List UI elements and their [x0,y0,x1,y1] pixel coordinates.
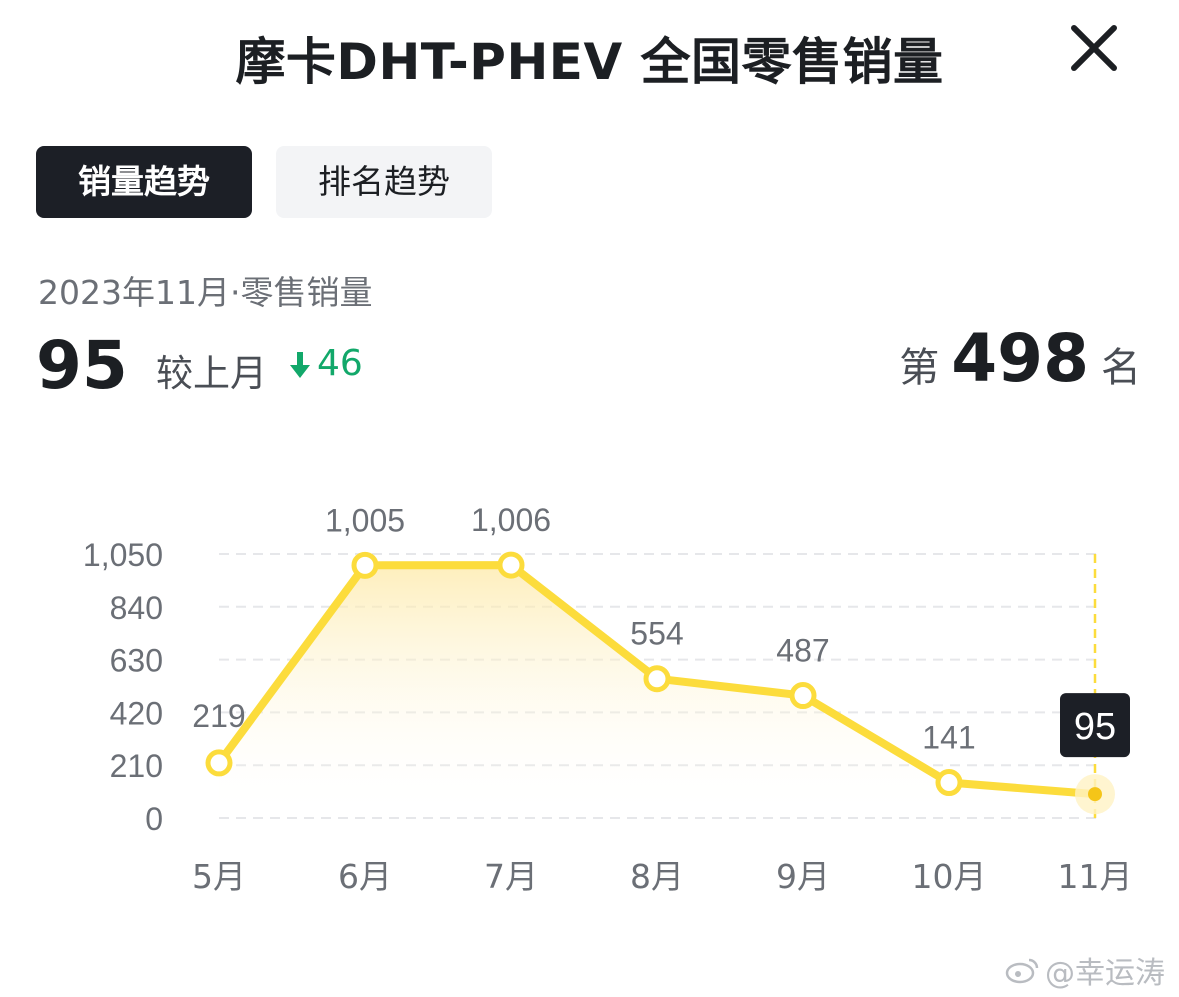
weibo-icon [1005,958,1039,984]
data-point [351,551,379,579]
x-tick-label: 11月 [1058,857,1133,896]
tab-rank-trend[interactable]: 排名趋势 [276,146,492,218]
highlight-point [1088,787,1102,802]
y-tick-label: 210 [110,748,163,784]
close-button[interactable] [1062,18,1126,82]
x-tick-label: 10月 [912,857,987,896]
data-label: 487 [776,633,829,669]
page-title: 摩卡DHT-PHEV 全国零售销量 [235,33,944,91]
data-point [205,749,233,777]
watermark-text: @幸运涛 [1045,956,1165,991]
compare-delta: 46 [317,343,363,384]
rank-prefix: 第 [899,345,940,391]
tab-sales-trend[interactable]: 销量趋势 [36,146,252,218]
period-label: 2023年11月·零售销量 [38,273,373,312]
data-point [789,682,817,710]
y-tick-label: 630 [110,643,163,679]
close-icon [1071,25,1117,71]
y-tick-label: 0 [145,801,163,837]
data-point [497,551,525,579]
sales-line-chart: 0 210 420 630 840 1,050 219 1,005 1,006 554 487 141… [83,502,1133,896]
value-tooltip [1060,693,1130,758]
rank-value: 498 [951,320,1089,397]
y-tick-label: 1,050 [83,537,163,573]
rank-display: 第 498 名 [899,320,1141,397]
data-point [643,665,671,693]
data-label: 219 [192,698,245,734]
sales-value: 95 [36,327,128,404]
data-label: 1,005 [325,502,405,538]
tooltip-value: 95 [1074,706,1116,748]
data-label: 141 [922,720,975,756]
watermark: @幸运涛 [1005,948,1165,992]
data-point [935,769,963,797]
y-tick-label: 420 [110,695,163,731]
x-tick-label: 8月 [630,857,684,896]
y-tick-label: 840 [110,590,163,626]
x-tick-label: 5月 [192,857,246,896]
compare-label: 较上月 [156,352,267,395]
x-tick-label: 6月 [338,857,392,896]
x-tick-label: 9月 [776,857,830,896]
arrow-down-icon [290,352,310,378]
data-label: 1,006 [471,502,551,538]
data-label: 554 [630,616,683,652]
x-tick-label: 7月 [484,857,538,896]
rank-suffix: 名 [1101,345,1141,391]
